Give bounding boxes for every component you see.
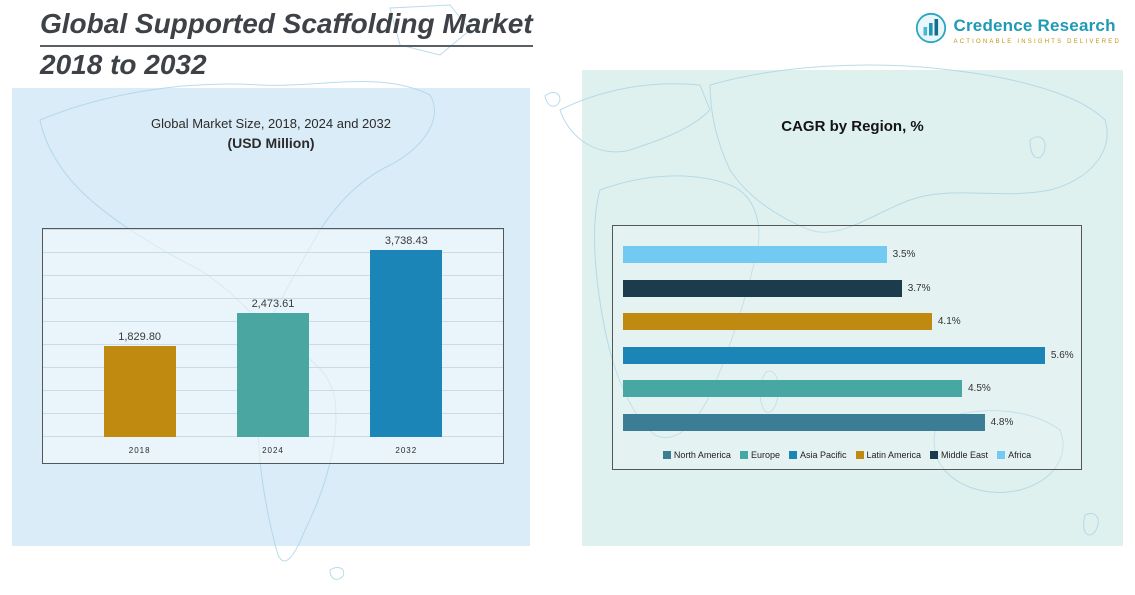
bar-group-2018: 1,829.80 bbox=[103, 331, 176, 437]
legend-label: North America bbox=[673, 450, 731, 460]
cagr-value-label: 4.1% bbox=[937, 316, 961, 328]
legend-item-africa: Africa bbox=[997, 450, 1031, 460]
legend-label: Asia Pacific bbox=[799, 450, 847, 460]
cagr-row-asia-pacific: 5.6% bbox=[623, 346, 1075, 364]
cagr-row-latin-america: 4.1% bbox=[623, 313, 1075, 331]
market-size-heading-line1: Global Market Size, 2018, 2024 and 2032 bbox=[151, 116, 391, 131]
legend-swatch bbox=[930, 451, 939, 459]
legend-label: Europe bbox=[750, 450, 780, 460]
cagr-bar-middle-east bbox=[623, 279, 902, 297]
cagr-bar-europe bbox=[623, 380, 962, 398]
legend-swatch bbox=[662, 451, 671, 459]
page-title: Global Supported Scaffolding Market 2018… bbox=[40, 6, 533, 84]
cagr-value-label: 4.8% bbox=[990, 416, 1014, 428]
bar-value-label: 1,829.80 bbox=[118, 331, 162, 343]
cagr-value-label: 4.5% bbox=[968, 383, 991, 395]
bar-group-2024: 2,473.61 bbox=[236, 298, 309, 437]
legend-swatch bbox=[739, 451, 748, 459]
page-title-line2: 2018 to 2032 bbox=[40, 49, 207, 81]
market-size-categories: 2018 2024 2032 bbox=[43, 437, 503, 463]
legend-swatch bbox=[997, 451, 1006, 459]
bar-group-2032: 3,738.43 bbox=[370, 235, 443, 437]
market-size-gridlines: 1,829.80 2,473.61 3,738.43 bbox=[43, 229, 503, 437]
page-title-line1: Global Supported Scaffolding Market bbox=[40, 6, 533, 48]
cagr-bar-asia-pacific bbox=[623, 346, 1045, 364]
cagr-chart: CAGR by Region, % 3.5% 3.7% 4.1% 5.6% 4.5% 4.… bbox=[582, 70, 1123, 546]
cagr-heading: CAGR by Region, % bbox=[781, 118, 924, 135]
bar-2024 bbox=[236, 313, 309, 437]
cagr-row-north-america: 4.8% bbox=[623, 413, 1075, 431]
bar-category-label: 2032 bbox=[395, 445, 418, 455]
market-size-chart: Global Market Size, 2018, 2024 and 2032 … bbox=[12, 88, 530, 546]
market-size-bars: 1,829.80 2,473.61 3,738.43 bbox=[43, 229, 503, 437]
legend-item-middle-east: Middle East bbox=[930, 450, 988, 460]
bar-category-label: 2024 bbox=[262, 445, 284, 455]
legend-label: Middle East bbox=[941, 450, 989, 460]
bar-2032 bbox=[370, 250, 443, 437]
market-size-heading-line2: (USD Million) bbox=[227, 135, 315, 151]
cagr-plot-box: 3.5% 3.7% 4.1% 5.6% 4.5% 4.8% North America Eu… bbox=[612, 225, 1082, 470]
legend-item-north-america: North America bbox=[662, 450, 731, 460]
cagr-value-label: 3.5% bbox=[892, 249, 916, 261]
legend-item-asia-pacific: Asia Pacific bbox=[788, 450, 847, 460]
market-size-heading: Global Market Size, 2018, 2024 and 2032 … bbox=[12, 116, 530, 151]
logo-tagline: Actionable Insights Delivered bbox=[953, 39, 1121, 45]
bar-category-label: 2018 bbox=[128, 445, 151, 455]
bar-value-label: 3,738.43 bbox=[384, 235, 428, 247]
cagr-legend: North America Europe Asia Pacific Latin Ame… bbox=[613, 441, 1081, 469]
credence-research-logo: Credence Research Actionable Insights De… bbox=[915, 12, 1122, 49]
legend-label: Africa bbox=[1008, 450, 1032, 460]
cagr-bar-north-america bbox=[623, 413, 985, 431]
cagr-bar-latin-america bbox=[623, 313, 932, 331]
bar-chart-circle-icon bbox=[915, 12, 947, 49]
bar-2018 bbox=[103, 346, 176, 437]
cagr-rows: 3.5% 3.7% 4.1% 5.6% 4.5% 4.8% bbox=[613, 226, 1081, 441]
cagr-row-middle-east: 3.7% bbox=[623, 279, 1075, 297]
legend-swatch bbox=[855, 451, 864, 459]
legend-item-europe: Europe bbox=[739, 450, 780, 460]
cagr-row-europe: 4.5% bbox=[623, 380, 1075, 398]
cagr-value-label: 3.7% bbox=[907, 282, 931, 294]
market-size-plot-box: 1,829.80 2,473.61 3,738.43 2018 2024 2032 bbox=[42, 228, 504, 464]
cagr-bar-africa bbox=[623, 246, 887, 264]
cagr-row-africa: 3.5% bbox=[623, 246, 1075, 264]
cagr-value-label: 5.6% bbox=[1050, 349, 1074, 361]
legend-swatch bbox=[788, 451, 797, 459]
legend-label: Latin America bbox=[866, 450, 922, 460]
legend-item-latin-america: Latin America bbox=[855, 450, 922, 460]
bar-value-label: 2,473.61 bbox=[251, 298, 295, 310]
logo-brand-text: Credence Research bbox=[953, 16, 1116, 35]
